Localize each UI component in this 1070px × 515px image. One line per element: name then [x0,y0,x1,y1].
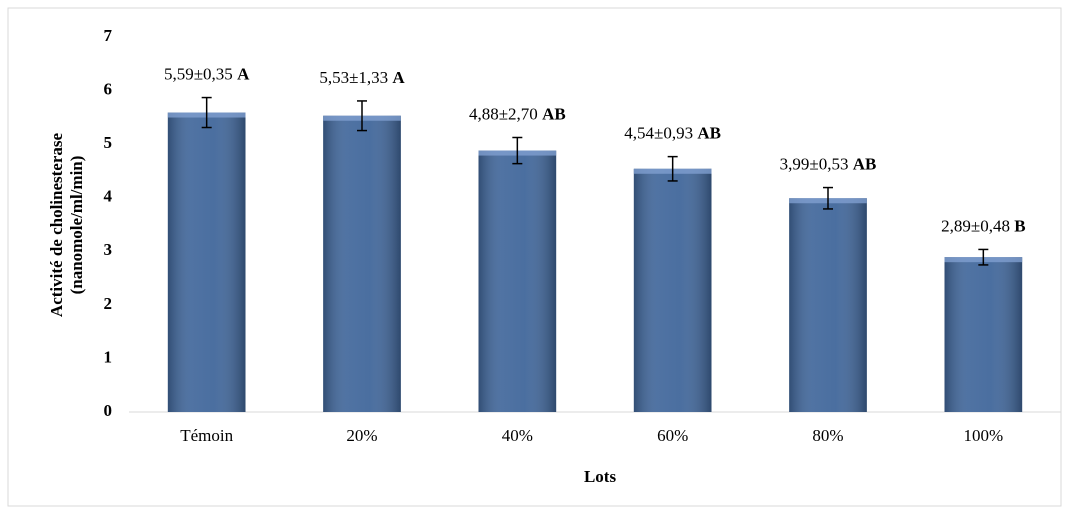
x-tick-label: 100% [963,426,1003,445]
value-label: 2,89±0,48 [941,216,1010,235]
y-tick-label: 3 [104,240,113,259]
value-label: 5,53±1,33 [319,68,388,87]
y-tick-label: 1 [104,347,113,366]
x-tick-label: 20% [346,426,377,445]
y-axis-title: Activité de cholinesterase (nanomole/ml/… [47,132,86,317]
y-tick-label: 5 [104,133,113,152]
y-tick-label: 4 [104,187,113,206]
x-axis-title: Lots [584,467,617,486]
x-tick-label: 40% [502,426,533,445]
group-label: AB [853,154,877,173]
group-label: B [1014,216,1025,235]
bar-shade [167,112,246,413]
y-axis-title-line: (nanomole/ml/min) [67,156,86,295]
bar-shade [789,198,867,412]
y-tick-label: 7 [104,26,113,45]
x-tick-label: 80% [812,426,843,445]
y-tick-label: 0 [104,401,113,420]
value-label: 4,54±0,93 [624,124,693,143]
group-label: A [237,64,250,83]
x-tick-label: Témoin [180,426,233,445]
data-label: 4,88±2,70 AB [469,104,566,123]
bar-shade [323,115,401,412]
x-tick-label: 60% [657,426,688,445]
data-label: 5,59±0,35 A [164,64,250,83]
data-label: 2,89±0,48 B [941,216,1025,235]
group-label: AB [542,104,566,123]
bar-shade [478,150,557,413]
value-label: 4,88±2,70 [469,104,538,123]
chart-border [7,7,1062,507]
value-label: 5,59±0,35 [164,64,233,83]
bar-shade [944,257,1023,412]
y-tick-label: 2 [104,294,113,313]
data-label: 3,99±0,53 AB [780,154,877,173]
bar-shade [633,168,712,412]
y-tick-label: 6 [104,79,113,98]
value-label: 3,99±0,53 [780,154,849,173]
group-label: AB [697,124,721,143]
group-label: A [392,68,405,87]
data-label: 5,53±1,33 A [319,68,405,87]
y-axis-title-line: Activité de cholinesterase [47,132,66,317]
data-label: 4,54±0,93 AB [624,124,721,143]
